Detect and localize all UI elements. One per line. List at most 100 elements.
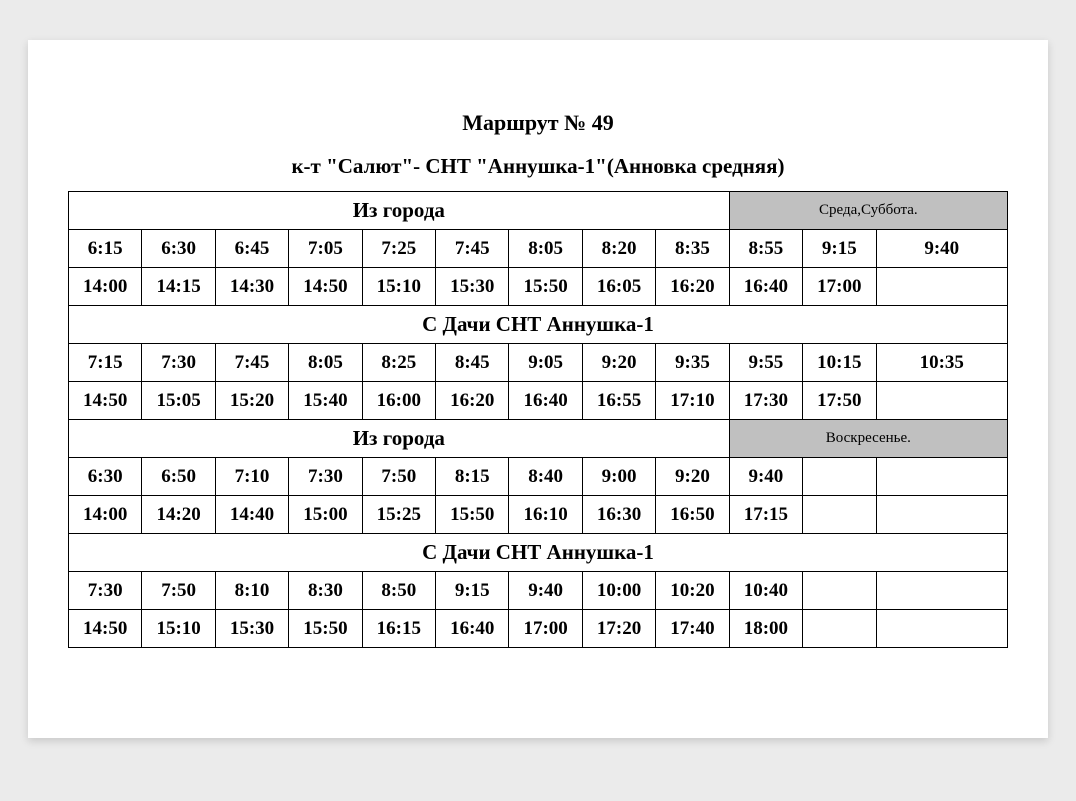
time-cell: 9:05 — [509, 344, 582, 382]
direction-header: С Дачи СНТ Аннушка-1 — [69, 534, 1008, 572]
time-row: 14:00 14:15 14:30 14:50 15:10 15:30 15:5… — [69, 268, 1008, 306]
time-cell: 6:45 — [215, 230, 288, 268]
time-cell: 9:15 — [803, 230, 876, 268]
time-cell: 17:00 — [803, 268, 876, 306]
time-cell: 8:50 — [362, 572, 435, 610]
time-cell: 9:55 — [729, 344, 802, 382]
time-cell: 8:05 — [509, 230, 582, 268]
time-cell: 16:50 — [656, 496, 729, 534]
time-cell: 10:00 — [582, 572, 655, 610]
time-cell: 16:20 — [656, 268, 729, 306]
time-cell: 10:20 — [656, 572, 729, 610]
time-cell: 9:35 — [656, 344, 729, 382]
time-cell: 15:05 — [142, 382, 215, 420]
time-cell: 15:20 — [215, 382, 288, 420]
time-cell: 17:50 — [803, 382, 876, 420]
time-cell — [876, 268, 1007, 306]
section-header-row: Из города Среда,Суббота. — [69, 192, 1008, 230]
time-cell: 7:45 — [215, 344, 288, 382]
time-cell: 14:50 — [69, 610, 142, 648]
time-cell: 14:15 — [142, 268, 215, 306]
schedule-page: Маршрут № 49 к-т "Салют"- СНТ "Аннушка-1… — [28, 40, 1048, 738]
time-cell — [803, 458, 876, 496]
time-cell: 14:50 — [69, 382, 142, 420]
day-header: Среда,Суббота. — [729, 192, 1007, 230]
time-cell: 9:20 — [656, 458, 729, 496]
time-row: 7:30 7:50 8:10 8:30 8:50 9:15 9:40 10:00… — [69, 572, 1008, 610]
time-cell: 16:40 — [729, 268, 802, 306]
time-cell: 16:30 — [582, 496, 655, 534]
section-header-row: С Дачи СНТ Аннушка-1 — [69, 534, 1008, 572]
time-row: 14:50 15:10 15:30 15:50 16:15 16:40 17:0… — [69, 610, 1008, 648]
direction-header: Из города — [69, 420, 730, 458]
time-cell: 18:00 — [729, 610, 802, 648]
route-subtitle: к-т "Салют"- СНТ "Аннушка-1"(Анновка сре… — [68, 154, 1008, 179]
time-cell: 9:00 — [582, 458, 655, 496]
time-cell: 7:15 — [69, 344, 142, 382]
route-title: Маршрут № 49 — [68, 110, 1008, 136]
time-cell: 16:10 — [509, 496, 582, 534]
time-cell: 8:40 — [509, 458, 582, 496]
time-cell: 7:10 — [215, 458, 288, 496]
time-cell: 17:10 — [656, 382, 729, 420]
section-header-row: Из города Воскресенье. — [69, 420, 1008, 458]
time-cell: 16:15 — [362, 610, 435, 648]
time-cell: 14:20 — [142, 496, 215, 534]
time-cell: 7:30 — [69, 572, 142, 610]
time-cell: 17:15 — [729, 496, 802, 534]
time-cell: 9:15 — [436, 572, 509, 610]
time-cell: 16:00 — [362, 382, 435, 420]
time-cell: 15:30 — [436, 268, 509, 306]
time-cell: 8:20 — [582, 230, 655, 268]
time-row: 14:00 14:20 14:40 15:00 15:25 15:50 16:1… — [69, 496, 1008, 534]
time-cell — [876, 382, 1007, 420]
time-cell: 15:25 — [362, 496, 435, 534]
time-cell: 8:05 — [289, 344, 362, 382]
time-cell: 15:50 — [289, 610, 362, 648]
time-row: 6:30 6:50 7:10 7:30 7:50 8:15 8:40 9:00 … — [69, 458, 1008, 496]
time-cell: 8:30 — [289, 572, 362, 610]
time-cell: 7:50 — [362, 458, 435, 496]
direction-header: С Дачи СНТ Аннушка-1 — [69, 306, 1008, 344]
time-cell: 14:00 — [69, 268, 142, 306]
time-cell — [803, 610, 876, 648]
time-cell: 15:10 — [142, 610, 215, 648]
time-cell — [803, 572, 876, 610]
time-cell: 14:40 — [215, 496, 288, 534]
time-cell: 15:00 — [289, 496, 362, 534]
time-cell: 9:40 — [876, 230, 1007, 268]
day-header: Воскресенье. — [729, 420, 1007, 458]
time-cell — [876, 458, 1007, 496]
time-cell: 9:20 — [582, 344, 655, 382]
time-cell: 15:40 — [289, 382, 362, 420]
time-cell: 15:50 — [436, 496, 509, 534]
time-cell: 9:40 — [509, 572, 582, 610]
time-cell — [876, 610, 1007, 648]
time-cell: 8:10 — [215, 572, 288, 610]
time-row: 7:15 7:30 7:45 8:05 8:25 8:45 9:05 9:20 … — [69, 344, 1008, 382]
time-cell: 17:20 — [582, 610, 655, 648]
time-cell: 8:35 — [656, 230, 729, 268]
time-cell: 17:00 — [509, 610, 582, 648]
time-cell: 10:15 — [803, 344, 876, 382]
time-cell: 7:05 — [289, 230, 362, 268]
time-cell: 7:30 — [289, 458, 362, 496]
time-cell: 14:30 — [215, 268, 288, 306]
time-cell: 17:40 — [656, 610, 729, 648]
time-row: 14:50 15:05 15:20 15:40 16:00 16:20 16:4… — [69, 382, 1008, 420]
time-cell: 16:40 — [509, 382, 582, 420]
time-cell: 16:55 — [582, 382, 655, 420]
time-cell: 15:50 — [509, 268, 582, 306]
direction-header: Из города — [69, 192, 730, 230]
time-cell: 10:40 — [729, 572, 802, 610]
time-cell: 7:50 — [142, 572, 215, 610]
time-cell — [876, 496, 1007, 534]
time-cell: 6:50 — [142, 458, 215, 496]
time-cell: 8:25 — [362, 344, 435, 382]
time-cell: 14:50 — [289, 268, 362, 306]
schedule-table: Из города Среда,Суббота. 6:15 6:30 6:45 … — [68, 191, 1008, 648]
time-row: 6:15 6:30 6:45 7:05 7:25 7:45 8:05 8:20 … — [69, 230, 1008, 268]
time-cell: 7:45 — [436, 230, 509, 268]
time-cell: 17:30 — [729, 382, 802, 420]
time-cell: 14:00 — [69, 496, 142, 534]
